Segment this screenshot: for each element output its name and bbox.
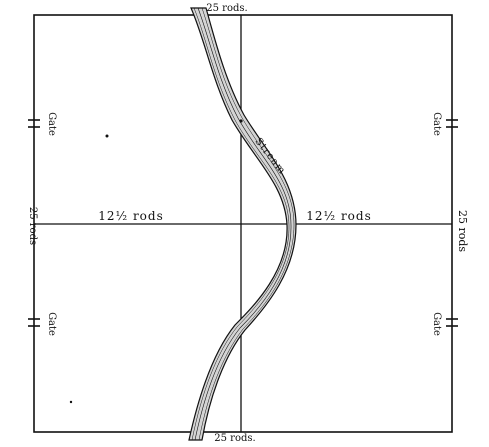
- corner-dot-mark: [106, 135, 109, 138]
- left-half-width-label: 12½ rods: [98, 209, 164, 223]
- right-half-width-label: 12½ rods: [306, 209, 372, 223]
- gate-label-lower-right: Gate: [431, 312, 442, 336]
- gate-label-upper-right: Gate: [431, 112, 442, 136]
- gate-label-lower-left: Gate: [46, 312, 57, 336]
- stream-fence-crossing-mark: [239, 119, 242, 122]
- corner-dot-mark: [70, 401, 72, 403]
- left-dimension-label: 25 rods: [27, 207, 38, 245]
- top-dimension-label: 25 rods.: [206, 3, 247, 14]
- bottom-dimension-label: 25 rods.: [214, 433, 255, 444]
- right-dimension-label: 25 rods: [456, 210, 469, 252]
- gate-label-upper-left: Gate: [46, 112, 57, 136]
